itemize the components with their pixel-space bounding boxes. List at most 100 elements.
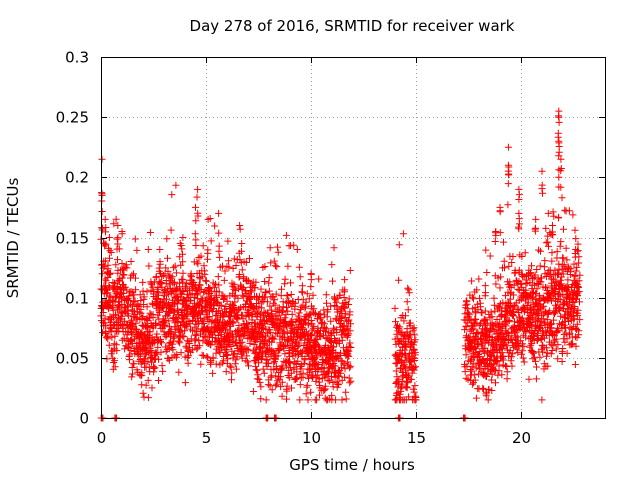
data-point <box>259 324 267 332</box>
data-point <box>246 255 253 262</box>
data-point <box>239 348 247 356</box>
data-point <box>244 358 252 366</box>
data-point <box>535 308 543 316</box>
data-point <box>549 342 557 350</box>
data-point <box>508 353 516 361</box>
data-point <box>285 374 293 382</box>
data-point <box>238 338 246 346</box>
data-point <box>574 306 582 314</box>
data-point <box>538 167 546 175</box>
data-point <box>468 380 476 388</box>
data-point <box>137 297 145 304</box>
data-point <box>311 348 319 356</box>
data-point <box>573 320 581 328</box>
data-point <box>288 325 296 333</box>
data-point <box>302 303 309 311</box>
data-point <box>298 282 306 290</box>
data-point <box>301 355 309 363</box>
data-point <box>258 333 266 340</box>
data-point <box>294 312 302 320</box>
data-point <box>507 357 515 365</box>
data-point <box>130 270 137 278</box>
data-point <box>105 341 113 349</box>
data-point <box>333 380 341 388</box>
data-point <box>411 336 419 344</box>
data-point <box>223 297 231 305</box>
data-point <box>109 306 117 314</box>
data-point <box>195 336 203 344</box>
data-point <box>127 336 135 344</box>
data-point <box>323 299 330 307</box>
data-point <box>504 143 512 151</box>
data-point <box>212 360 220 368</box>
data-point <box>549 222 556 229</box>
data-point <box>299 326 307 334</box>
data-point <box>216 302 224 310</box>
data-point <box>221 293 229 301</box>
data-point <box>346 308 354 316</box>
data-point <box>296 370 304 378</box>
data-point <box>488 370 496 378</box>
data-point <box>571 253 579 261</box>
data-point <box>500 257 508 265</box>
data-point <box>257 285 265 293</box>
data-point <box>143 303 151 311</box>
data-point <box>112 261 120 269</box>
data-point <box>300 360 308 367</box>
data-point <box>172 292 180 300</box>
data-point <box>477 320 484 328</box>
data-point <box>530 330 538 338</box>
data-point <box>187 296 195 304</box>
data-point <box>316 330 324 338</box>
data-point <box>329 277 336 285</box>
data-point <box>99 329 107 337</box>
data-point <box>544 362 552 370</box>
data-point <box>238 266 246 274</box>
data-point <box>194 209 202 217</box>
data-point <box>504 328 512 336</box>
data-points <box>97 107 584 422</box>
data-point <box>277 383 285 391</box>
data-point <box>569 211 577 219</box>
data-point <box>133 246 141 254</box>
data-point <box>503 375 511 383</box>
data-point <box>462 301 470 309</box>
data-point <box>191 230 199 238</box>
data-point <box>217 301 225 309</box>
x-axis-title: GPS time / hours <box>289 456 415 474</box>
data-point <box>144 376 152 384</box>
data-point <box>559 345 567 352</box>
data-point <box>332 396 340 404</box>
data-point <box>555 139 563 147</box>
data-point <box>98 270 106 278</box>
data-point <box>128 329 135 337</box>
data-point <box>306 311 314 319</box>
data-point <box>118 260 126 267</box>
data-point <box>287 369 295 377</box>
data-point <box>128 373 136 381</box>
data-point <box>188 317 196 324</box>
data-point <box>346 327 354 335</box>
data-point <box>299 288 306 296</box>
data-point <box>235 305 243 313</box>
data-point <box>274 248 282 256</box>
data-point <box>272 290 280 298</box>
data-point <box>278 285 285 293</box>
data-point <box>472 394 480 402</box>
data-point <box>520 358 528 366</box>
data-point <box>148 384 156 392</box>
data-point <box>265 274 273 282</box>
data-point <box>137 309 145 317</box>
data-point <box>544 209 552 217</box>
data-point <box>290 241 298 249</box>
data-point <box>405 393 413 401</box>
data-point <box>298 348 306 356</box>
data-point <box>224 237 232 245</box>
data-point <box>322 291 330 299</box>
data-point <box>284 307 292 315</box>
data-point <box>518 253 526 260</box>
data-point <box>296 396 304 404</box>
data-point <box>495 362 503 370</box>
data-point <box>330 343 338 351</box>
data-point <box>527 269 535 277</box>
